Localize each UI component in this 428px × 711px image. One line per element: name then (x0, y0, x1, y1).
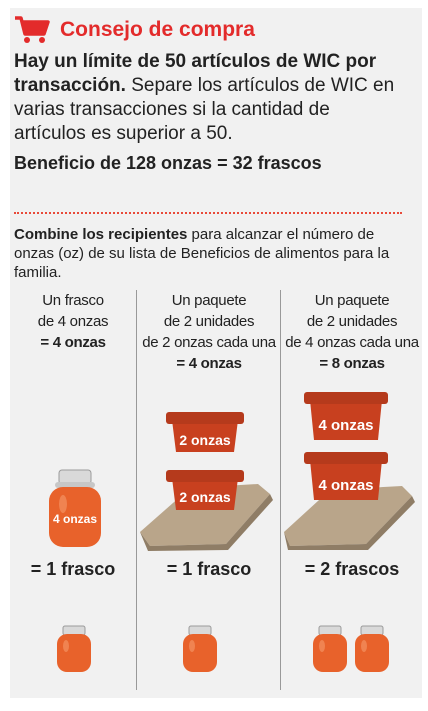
result-col-2: = 1 frasco (166, 559, 252, 579)
caption-line: Un paquete (314, 292, 390, 309)
container-label: 4 onzas (318, 417, 373, 434)
baby-food-jar-icon (313, 625, 347, 672)
caption-total: = 4 onzas (40, 334, 106, 351)
column-1-caption: Un frasco de 4 onzas = 4 onzas (14, 290, 132, 353)
caption-line: Un frasco (42, 292, 104, 309)
column-divider (280, 290, 281, 690)
baby-food-jar-icon: 4 onzas (49, 469, 101, 547)
shopping-cart-icon (15, 16, 50, 43)
column-divider (136, 290, 137, 690)
combine-text: Combine los recipientes para alcanzar el… (14, 225, 404, 282)
caption-line: Un paquete (171, 292, 247, 309)
two-pack-4oz-icon: 4 onzas 4 onzas (284, 392, 415, 550)
caption-line: de 2 unidades (163, 313, 255, 330)
header-title: Consejo de compra (60, 18, 255, 41)
container-icon: 2 onzas (166, 470, 244, 510)
shopping-tip-card (10, 8, 422, 698)
combine-rest: para alcanzar el número de onzas (oz) de… (14, 226, 390, 281)
header: Consejo de compra (14, 10, 255, 50)
container-icon: 4 onzas (304, 452, 388, 500)
combine-bold: Combine los recipientes (14, 226, 188, 243)
result-col-3: = 2 frascos (304, 559, 400, 579)
container-label: 2 onzas (179, 489, 231, 505)
intro-bold: Hay un límite de 50 artículos de WIC por… (14, 51, 377, 96)
dotted-divider (14, 212, 402, 214)
container-label: 2 onzas (179, 432, 231, 448)
caption-line: de 4 onzas cada una (285, 334, 419, 351)
jar-label: 4 onzas (53, 512, 97, 526)
column-3-caption: Un paquete de 2 unidades de 4 onzas cada… (282, 290, 422, 374)
container-icon: 2 onzas (166, 412, 244, 452)
baby-food-jar-icon (57, 625, 91, 672)
baby-food-jar-icon (355, 625, 389, 672)
baby-food-jar-icon (183, 625, 217, 672)
column-2-caption: Un paquete de 2 unidades de 2 onzas cada… (139, 290, 279, 374)
caption-line: de 2 onzas cada una (142, 334, 276, 351)
caption-line: de 4 onzas (37, 313, 109, 330)
two-pack-2oz-icon: 2 onzas 2 onzas (140, 412, 273, 551)
benefit-summary: Beneficio de 128 onzas = 32 frascos (14, 153, 322, 173)
result-col-1: = 1 frasco (30, 559, 116, 579)
intro-text: Hay un límite de 50 artículos de WIC por… (14, 50, 404, 146)
caption-total: = 8 onzas (319, 355, 385, 372)
intro-rest: Separe los artículos de WIC en varias tr… (14, 75, 395, 144)
caption-line: de 2 unidades (306, 313, 398, 330)
container-icon: 4 onzas (304, 392, 388, 440)
caption-total: = 4 onzas (176, 355, 242, 372)
container-label: 4 onzas (318, 477, 373, 494)
